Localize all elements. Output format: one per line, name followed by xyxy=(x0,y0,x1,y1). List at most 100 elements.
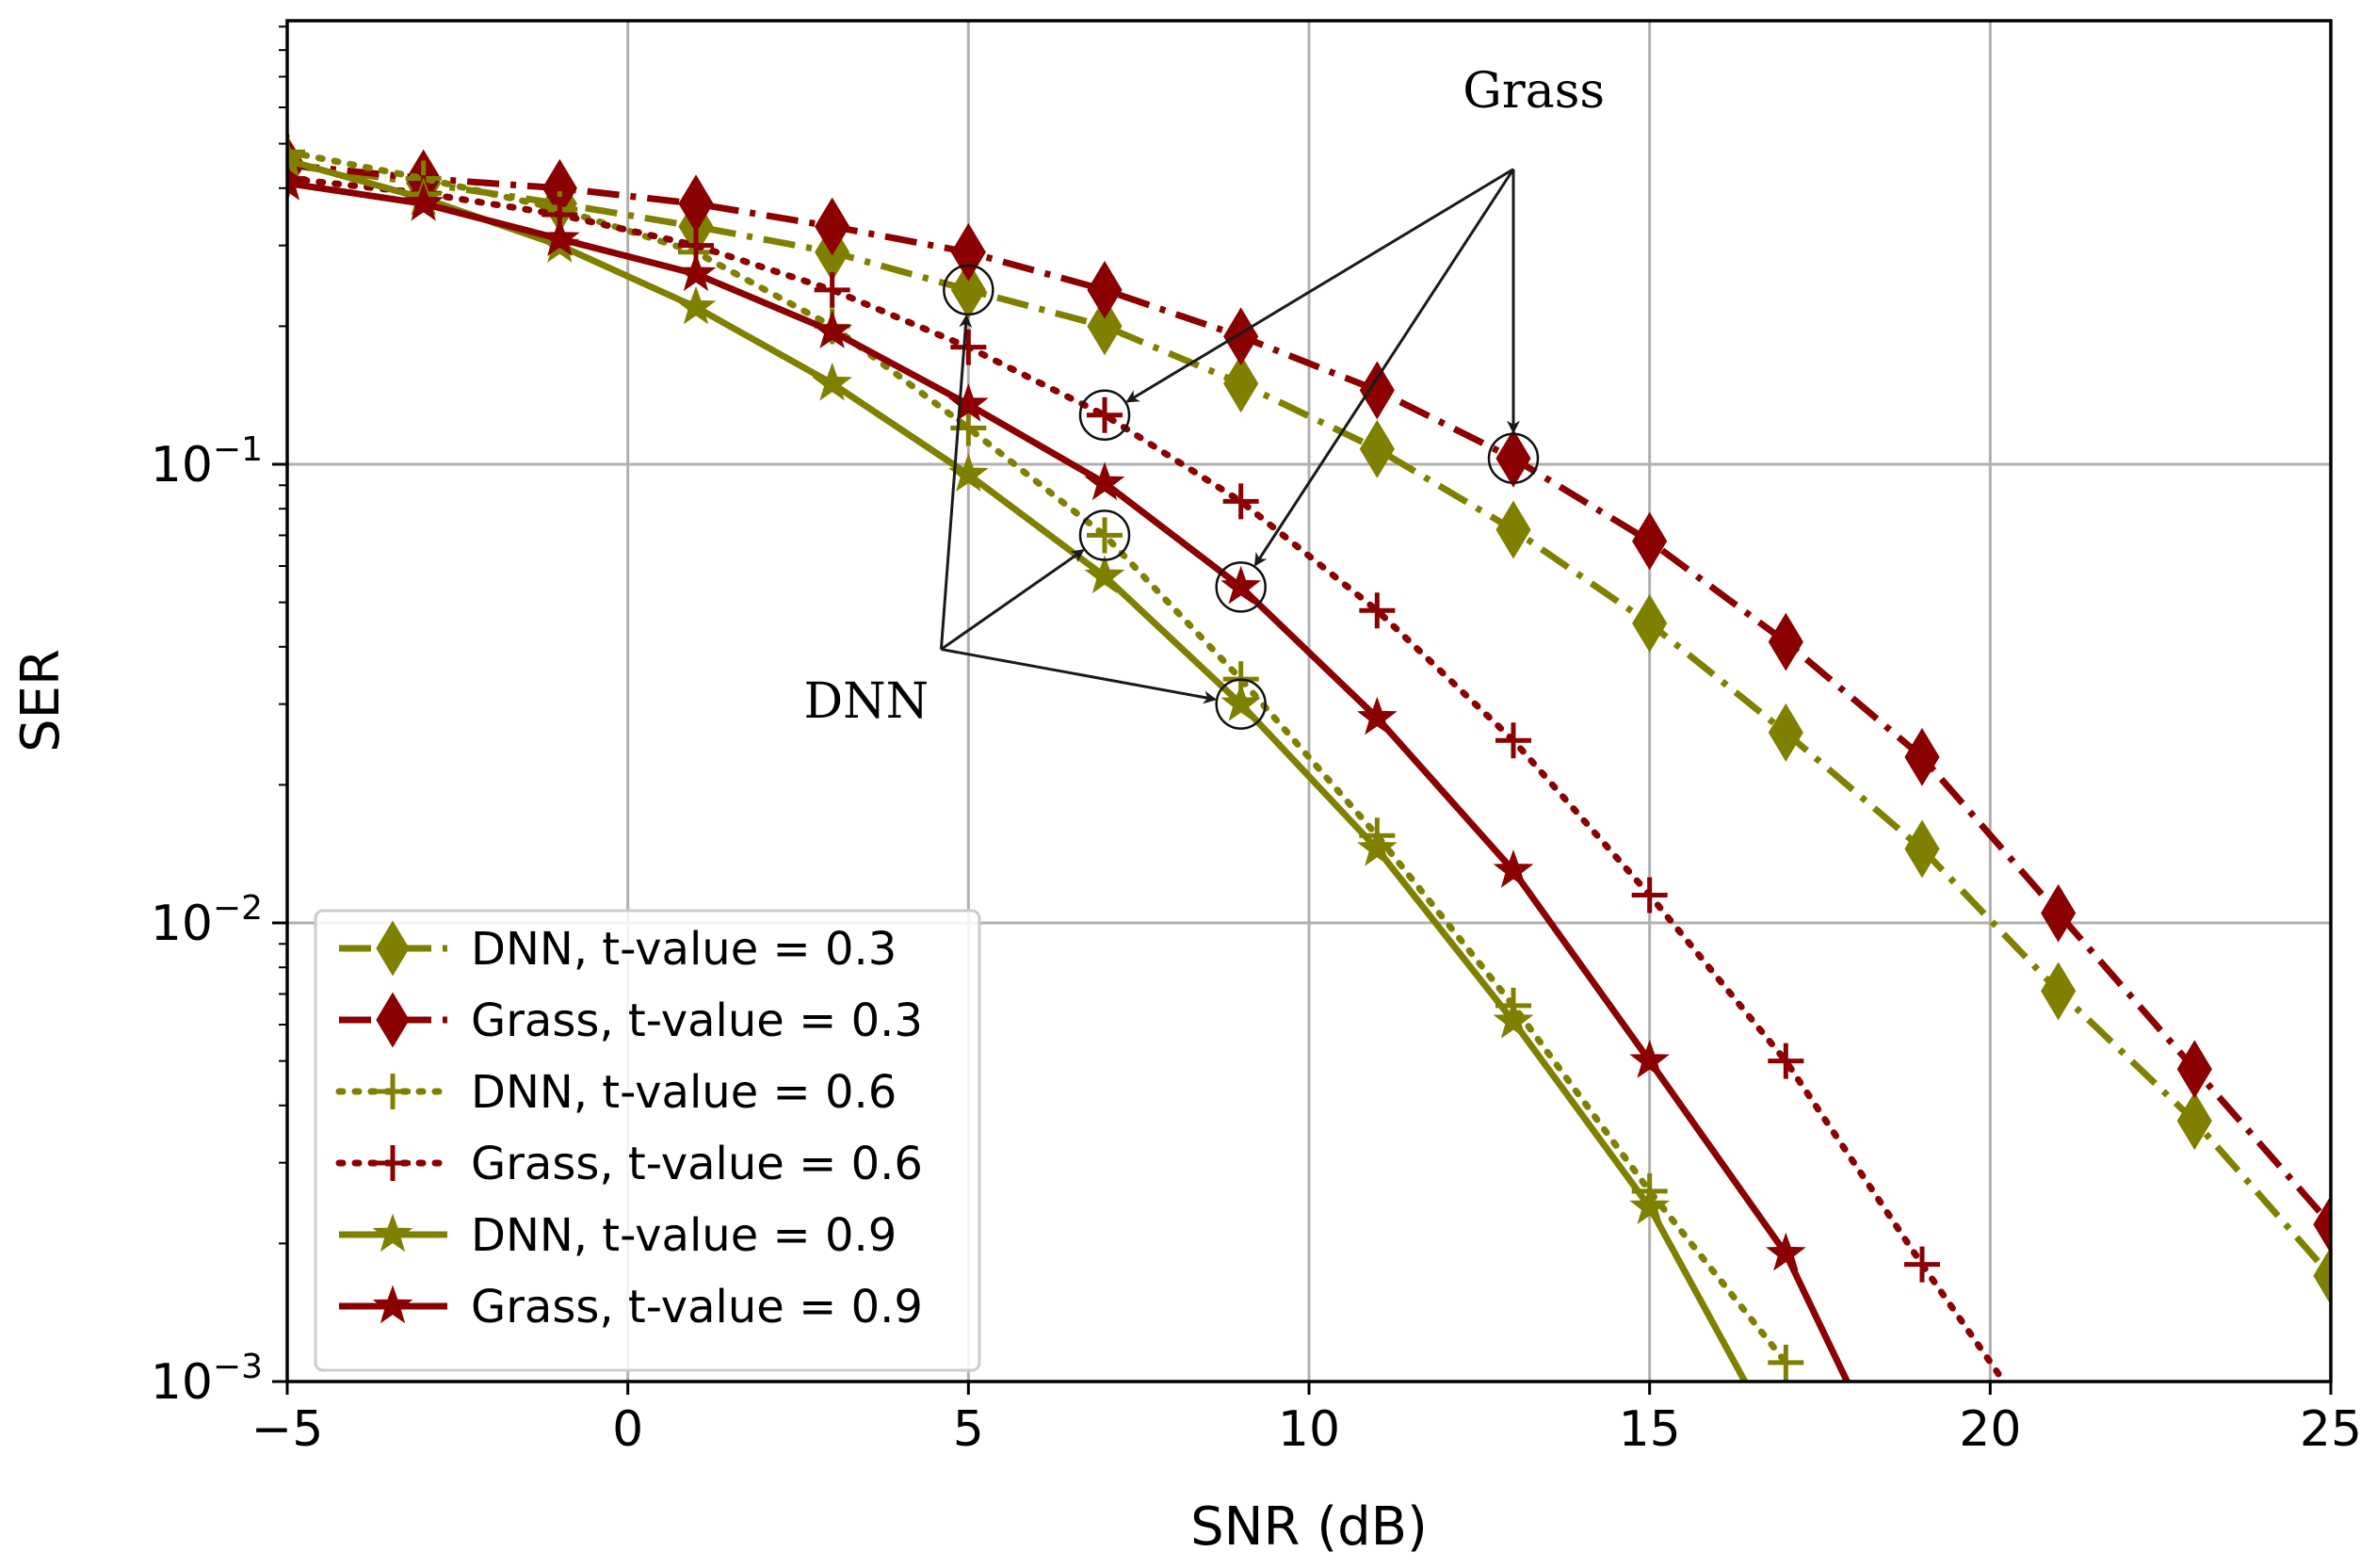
annotation-label: DNN xyxy=(803,673,929,730)
annotation-arrow xyxy=(1253,168,1515,567)
star-marker xyxy=(372,1213,413,1253)
x-tick-label: 0 xyxy=(612,1401,643,1458)
legend-entry: Grass, t-value = 0.3 xyxy=(339,992,923,1048)
diamond-marker xyxy=(2176,1040,2212,1099)
star-marker xyxy=(675,252,717,292)
star-marker xyxy=(812,362,853,401)
legend-label: Grass, t-value = 0.6 xyxy=(471,1138,923,1190)
diamond-marker xyxy=(1087,260,1123,319)
y-axis-title: SER xyxy=(10,649,72,752)
annotation-dnn: DNN xyxy=(803,264,1267,730)
star-marker xyxy=(675,285,717,325)
diamond-marker xyxy=(1632,511,1668,571)
highlight-circle xyxy=(1487,432,1540,484)
plus-marker xyxy=(375,1145,411,1181)
y-tick-label: 10−1 xyxy=(151,430,263,493)
legend-label: Grass, t-value = 0.3 xyxy=(471,994,923,1047)
diamond-marker xyxy=(376,920,410,977)
star-marker xyxy=(287,162,308,201)
annotation-layer: Grass DNN xyxy=(803,63,1605,730)
plus-marker xyxy=(287,134,305,170)
diamond-marker xyxy=(2176,1091,2212,1151)
x-tick-label: 20 xyxy=(1959,1401,2021,1458)
plus-marker xyxy=(1904,1246,1940,1283)
x-tick-label: −5 xyxy=(251,1401,324,1458)
star-marker xyxy=(539,218,580,256)
series-line xyxy=(287,175,2008,1382)
legend-entry: DNN, t-value = 0.3 xyxy=(339,920,897,977)
plus-marker xyxy=(1631,877,1668,913)
x-tick-label: 25 xyxy=(2300,1401,2362,1458)
star-marker xyxy=(1356,696,1398,736)
diamond-marker xyxy=(1632,593,1668,653)
legend-label: DNN, t-value = 0.9 xyxy=(471,1209,897,1262)
diamond-marker xyxy=(1359,419,1395,478)
legend-label: DNN, t-value = 0.3 xyxy=(471,923,897,976)
series-line xyxy=(287,148,1789,1366)
x-axis-title: SNR (dB) xyxy=(1190,1496,1428,1558)
highlight-circle xyxy=(1078,509,1131,561)
diamond-marker xyxy=(1223,354,1259,413)
plus-marker xyxy=(1768,1344,1804,1381)
series-grass-t-value-0-3 xyxy=(287,135,2331,1254)
diamond-marker xyxy=(1904,819,1940,879)
legend: DNN, t-value = 0.3 Grass, t-value = 0.3 DN… xyxy=(314,909,981,1372)
star-marker xyxy=(372,1285,413,1324)
legend-entry: Grass, t-value = 0.9 xyxy=(339,1281,923,1334)
diamond-marker xyxy=(376,992,410,1048)
legend-box xyxy=(314,909,981,1372)
annotation-arrow xyxy=(1125,168,1514,403)
plus-marker xyxy=(1087,517,1123,554)
highlight-circle xyxy=(1215,678,1267,730)
diamond-marker xyxy=(815,197,850,256)
diamond-marker xyxy=(1087,297,1123,356)
x-tick-label: 5 xyxy=(953,1401,984,1458)
x-tick-label: 15 xyxy=(1619,1401,1681,1458)
y-tick-label: 10−3 xyxy=(151,1348,263,1411)
series-line xyxy=(287,161,2331,1227)
diamond-marker xyxy=(1768,703,1803,762)
legend-entry: DNN, t-value = 0.6 xyxy=(335,1066,897,1119)
star-marker xyxy=(1356,827,1398,866)
diamond-marker xyxy=(2041,883,2077,943)
ticks-layer: −5 0 5 10 15 20 25 10−1 10−2 10−3 xyxy=(151,25,2362,1458)
diamond-marker xyxy=(2313,1246,2331,1305)
plus-marker xyxy=(1768,1043,1804,1079)
x-tick-label: 10 xyxy=(1278,1401,1340,1458)
plus-marker xyxy=(814,271,850,308)
diamond-marker xyxy=(1768,612,1803,671)
star-marker xyxy=(1493,999,1534,1039)
star-marker xyxy=(1220,683,1262,721)
diamond-marker xyxy=(1495,500,1531,559)
legend-entry: Grass, t-value = 0.6 xyxy=(335,1138,923,1190)
star-marker xyxy=(947,382,989,422)
star-marker xyxy=(1084,461,1125,501)
diamond-marker xyxy=(1495,428,1531,488)
plus-marker xyxy=(375,1074,411,1109)
y-tick-label: 10−2 xyxy=(151,889,263,952)
series-layer xyxy=(287,134,2331,1382)
highlight-circle xyxy=(1215,561,1267,613)
plus-marker xyxy=(950,410,987,446)
plus-marker xyxy=(950,329,987,365)
diamond-marker xyxy=(1359,361,1395,420)
star-marker xyxy=(1765,1232,1806,1271)
plus-marker xyxy=(1495,722,1531,759)
star-marker xyxy=(1629,1186,1671,1225)
legend-label: Grass, t-value = 0.9 xyxy=(471,1281,923,1334)
star-marker xyxy=(1629,1040,1671,1078)
annotation-arrow xyxy=(941,647,1218,704)
diamond-marker xyxy=(1904,727,1940,786)
legend-label: DNN, t-value = 0.6 xyxy=(471,1066,897,1119)
plus-marker xyxy=(1359,592,1396,629)
plus-marker xyxy=(1087,396,1123,433)
star-marker xyxy=(1084,555,1125,594)
star-marker xyxy=(1220,565,1262,605)
annotation-label: Grass xyxy=(1463,63,1605,120)
series-dnn-t-value-0-9 xyxy=(287,138,1748,1382)
plus-marker xyxy=(1222,483,1259,520)
series-grass-t-value-0-9 xyxy=(287,162,1851,1382)
star-marker xyxy=(812,310,853,348)
star-marker xyxy=(403,182,444,221)
